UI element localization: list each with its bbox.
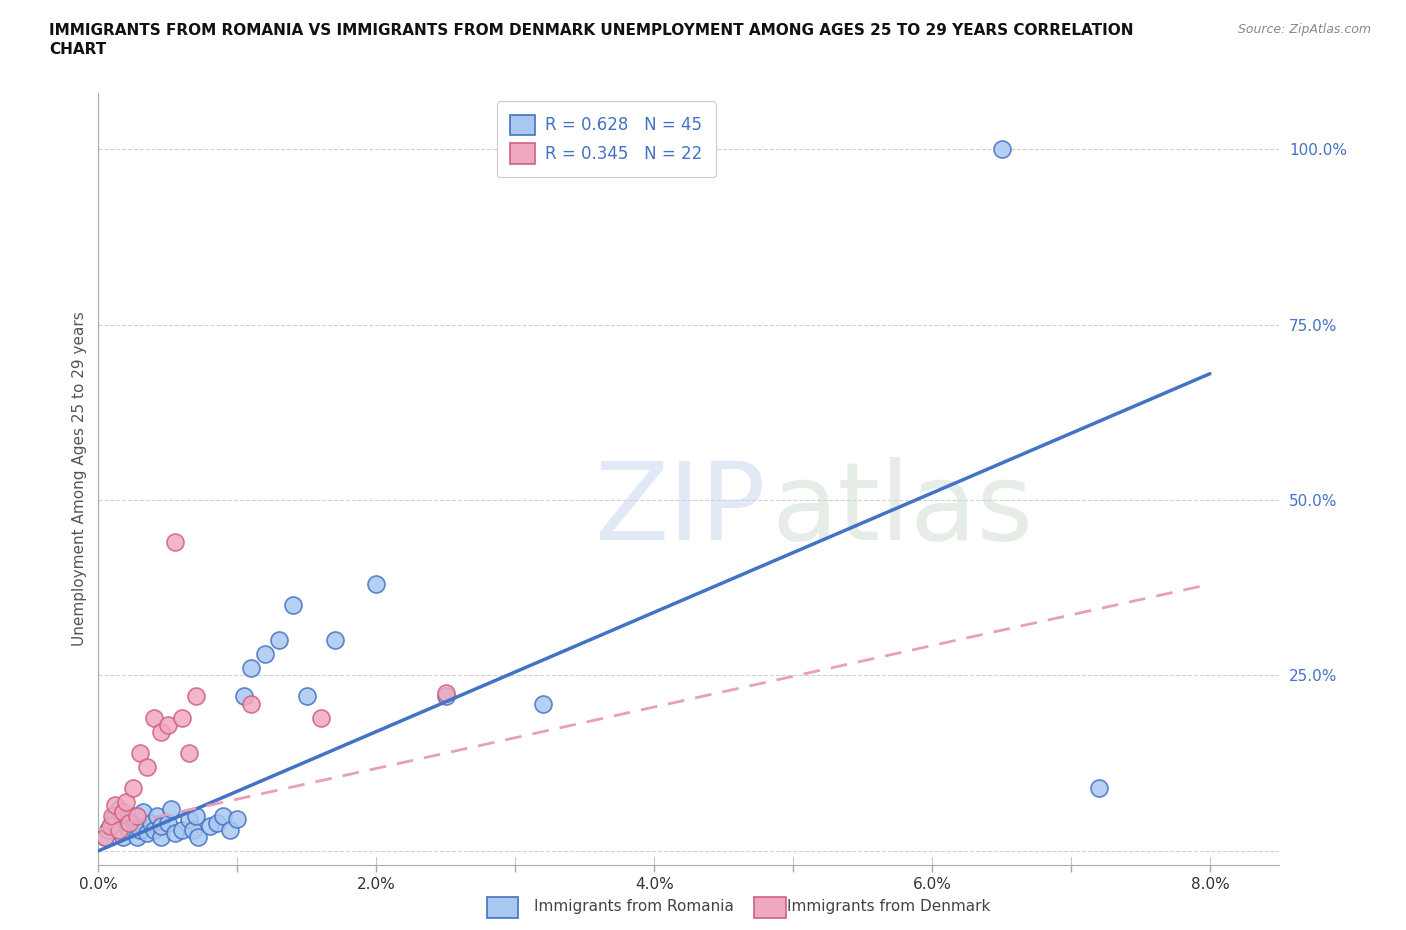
Point — [990, 141, 1012, 156]
Point — [115, 812, 138, 827]
Point — [127, 816, 149, 830]
Point — [141, 816, 163, 830]
Point — [118, 822, 141, 837]
Point — [112, 804, 135, 819]
Point — [112, 830, 135, 844]
Point — [149, 724, 172, 739]
Point — [184, 808, 207, 823]
Point — [219, 822, 242, 837]
Point — [115, 819, 138, 834]
Point — [149, 830, 172, 844]
Point — [159, 802, 181, 817]
Point — [127, 808, 149, 823]
Point — [323, 633, 346, 648]
Y-axis label: Unemployment Among Ages 25 to 29 years: Unemployment Among Ages 25 to 29 years — [72, 312, 87, 646]
Point — [434, 685, 457, 700]
Point — [531, 696, 554, 711]
Point — [309, 711, 332, 725]
Point — [240, 696, 263, 711]
Point — [1088, 780, 1111, 795]
Point — [205, 816, 228, 830]
Point — [94, 830, 117, 844]
Point — [240, 661, 263, 676]
Point — [108, 802, 131, 817]
Point — [170, 822, 193, 837]
Point — [122, 780, 145, 795]
Point — [212, 808, 235, 823]
Point — [181, 822, 204, 837]
Point — [143, 822, 166, 837]
Text: IMMIGRANTS FROM ROMANIA VS IMMIGRANTS FROM DENMARK UNEMPLOYMENT AMONG AGES 25 TO: IMMIGRANTS FROM ROMANIA VS IMMIGRANTS FR… — [49, 23, 1133, 38]
Point — [104, 808, 127, 823]
Point — [177, 745, 200, 760]
Point — [295, 689, 318, 704]
Point — [163, 826, 186, 841]
Point — [671, 141, 693, 156]
Text: Source: ZipAtlas.com: Source: ZipAtlas.com — [1237, 23, 1371, 36]
Text: CHART: CHART — [49, 42, 107, 57]
Point — [267, 633, 290, 648]
Point — [136, 826, 159, 841]
Point — [122, 808, 145, 823]
Text: Immigrants from Denmark: Immigrants from Denmark — [787, 899, 991, 914]
Point — [146, 808, 169, 823]
Point — [184, 689, 207, 704]
Point — [233, 689, 256, 704]
Text: atlas: atlas — [772, 457, 1033, 563]
Point — [104, 798, 127, 813]
Point — [254, 647, 277, 662]
Point — [143, 711, 166, 725]
Point — [136, 759, 159, 774]
Point — [108, 822, 131, 837]
FancyBboxPatch shape — [486, 897, 519, 918]
Point — [281, 598, 304, 613]
Point — [198, 819, 221, 834]
Point — [156, 717, 179, 732]
Point — [226, 812, 249, 827]
Point — [434, 689, 457, 704]
Point — [129, 745, 152, 760]
Point — [170, 711, 193, 725]
Point — [101, 808, 124, 823]
Point — [97, 822, 120, 837]
Point — [149, 819, 172, 834]
Point — [366, 577, 388, 591]
Point — [156, 816, 179, 830]
FancyBboxPatch shape — [754, 897, 786, 918]
Legend: R = 0.628   N = 45, R = 0.345   N = 22: R = 0.628 N = 45, R = 0.345 N = 22 — [496, 101, 716, 177]
Point — [98, 819, 121, 834]
Text: Immigrants from Romania: Immigrants from Romania — [534, 899, 734, 914]
Point — [132, 804, 155, 819]
Point — [118, 816, 141, 830]
Point — [177, 812, 200, 827]
Point — [115, 794, 138, 809]
Point — [163, 535, 186, 550]
Point — [187, 830, 209, 844]
Point — [129, 822, 152, 837]
Point — [94, 830, 117, 844]
Point — [101, 816, 124, 830]
Point — [127, 830, 149, 844]
Text: ZIP: ZIP — [595, 457, 766, 563]
